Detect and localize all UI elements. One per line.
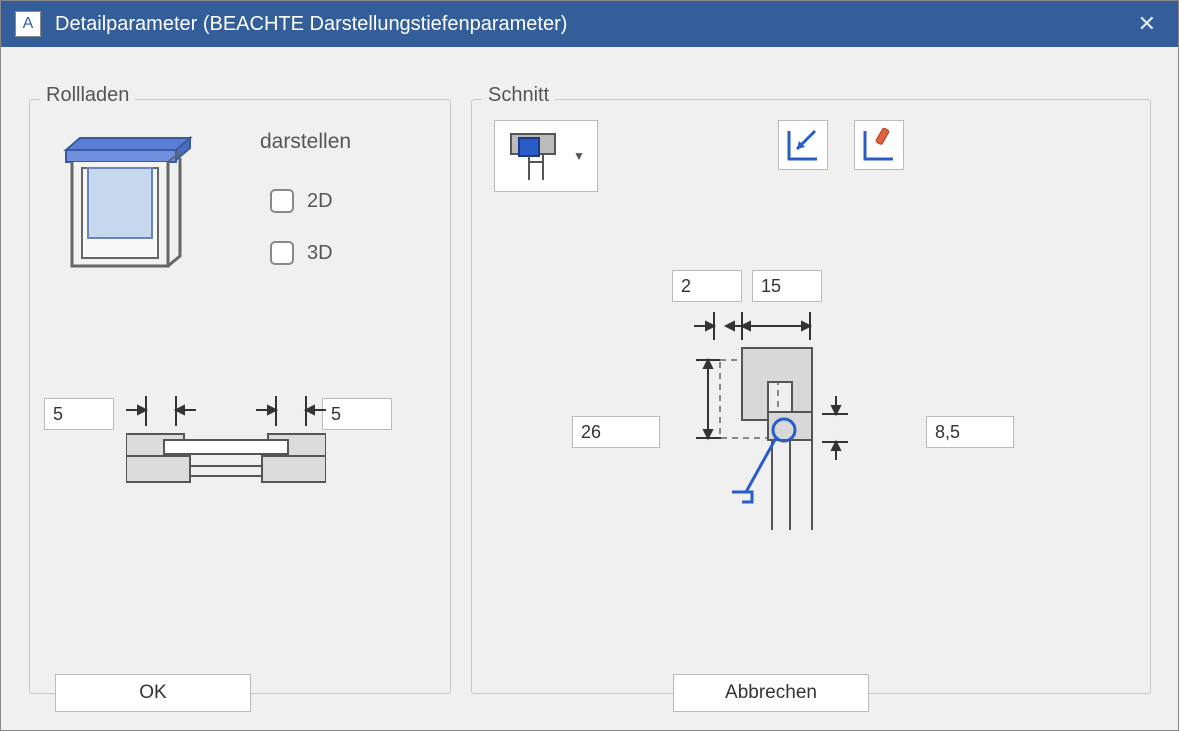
- schnitt-top-gap-right[interactable]: [752, 270, 822, 302]
- group-rollladen-title: Rollladen: [40, 84, 135, 107]
- app-icon: A: [15, 11, 41, 37]
- checkbox-3d[interactable]: 3D: [266, 238, 333, 268]
- group-schnitt-title: Schnitt: [482, 84, 555, 107]
- section-edit-icon: [859, 125, 899, 165]
- schnitt-type-icon: [507, 128, 563, 184]
- dialog-footer: OK Abbrechen: [1, 674, 1178, 712]
- rollladen-offset-left[interactable]: [44, 398, 114, 430]
- group-rollladen: Rollladen darstellen: [29, 99, 451, 694]
- ok-button[interactable]: OK: [55, 674, 251, 712]
- schnitt-height-value[interactable]: [572, 416, 660, 448]
- dialog-window: A Detailparameter (BEACHTE Darstellungst…: [0, 0, 1179, 731]
- section-arrow-button[interactable]: [778, 120, 828, 170]
- section-edit-button[interactable]: [854, 120, 904, 170]
- group-schnitt: Schnitt ▼: [471, 99, 1151, 694]
- rollladen-offset-right[interactable]: [322, 398, 392, 430]
- cancel-button[interactable]: Abbrechen: [673, 674, 869, 712]
- rollladen-preview-icon: [60, 126, 200, 276]
- schnitt-right-value[interactable]: [926, 416, 1014, 448]
- checkbox-2d[interactable]: 2D: [266, 186, 333, 216]
- rollladen-plan-diagram: [126, 390, 326, 490]
- schnitt-top-gap-left[interactable]: [672, 270, 742, 302]
- checkbox-3d-label: 3D: [307, 242, 333, 265]
- window-title: Detailparameter (BEACHTE Darstellungstie…: [55, 13, 1130, 36]
- chevron-down-icon: ▼: [573, 149, 585, 163]
- titlebar: A Detailparameter (BEACHTE Darstellungst…: [1, 1, 1178, 47]
- schnitt-section-diagram: [672, 300, 902, 540]
- checkbox-3d-input[interactable]: [270, 241, 294, 265]
- darstellen-heading: darstellen: [260, 130, 351, 154]
- schnitt-type-dropdown[interactable]: ▼: [494, 120, 598, 192]
- checkbox-2d-input[interactable]: [270, 189, 294, 213]
- section-arrow-icon: [783, 125, 823, 165]
- close-icon[interactable]: ✕: [1130, 9, 1164, 39]
- checkbox-2d-label: 2D: [307, 190, 333, 213]
- dialog-content: Rollladen darstellen: [1, 47, 1178, 730]
